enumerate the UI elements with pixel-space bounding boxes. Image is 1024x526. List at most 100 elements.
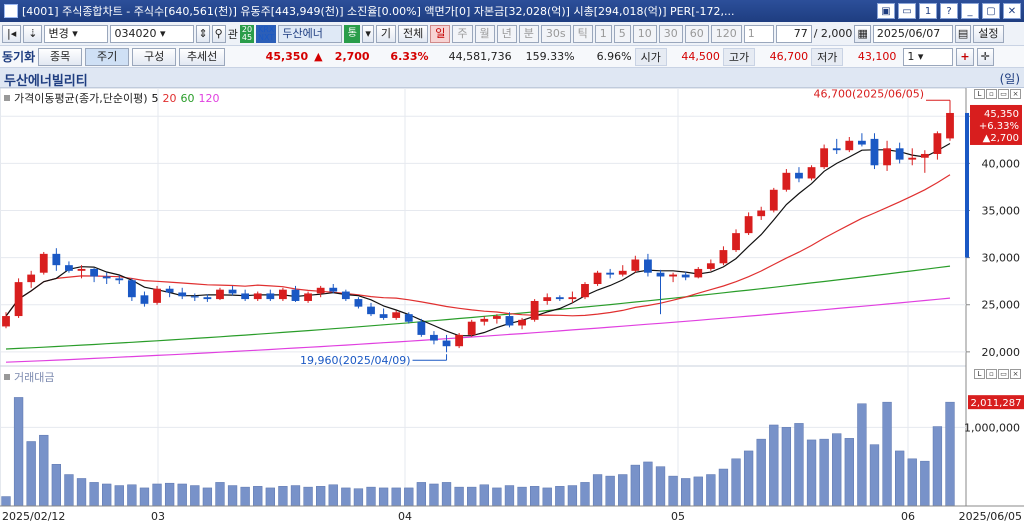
krx-label: KRX [258,24,275,34]
interval-5[interactable]: 5 [613,24,631,43]
candle-body [77,268,86,271]
period-tick[interactable]: 틱 [572,24,593,43]
calendar-icon[interactable]: ▦ [854,24,871,43]
chart-unit: (일) [999,72,1020,86]
tong-button[interactable]: 통 [344,24,361,43]
candle-body [417,321,426,335]
candle-body [845,140,854,151]
tab-trendline[interactable]: 추세선 [179,47,226,66]
panel-lock-icon[interactable]: L [974,369,985,379]
panel-close-icon[interactable]: × [1010,369,1021,379]
candle-body [480,318,489,322]
volume-bar [13,397,24,507]
interval-10[interactable]: 10 [632,24,657,43]
period-day[interactable]: 일 [430,24,451,43]
volume-bar [328,484,338,507]
first-icon[interactable]: |◂ [2,24,22,43]
gi-button[interactable]: 기 [375,24,396,43]
y-tick-label: 20,000 [982,346,1021,359]
price-range-bar [965,112,969,258]
volume-bar [668,475,678,507]
exchange-badge[interactable]: KRX NXT [256,24,277,43]
all-button[interactable]: 전체 [398,24,429,43]
candle-body [644,259,652,273]
candle-body [681,274,690,278]
ma-20-line [5,174,951,317]
volume-bar [467,486,477,507]
related-label[interactable]: 관 [227,27,238,41]
market-badge[interactable]: 20 45 [239,24,255,43]
download-icon[interactable]: ⇣ [23,24,43,43]
count-input[interactable]: 77 [775,24,812,43]
candle-body [555,297,564,300]
legend-square-icon [4,374,10,380]
panel-restore-icon[interactable]: ▭ [998,369,1009,379]
date-input[interactable]: 2025/06/07 [872,24,953,43]
volume-bar [202,487,213,507]
candle-body [253,293,262,300]
help-button[interactable]: ? [940,3,958,19]
y-tick-label: 40,000 [982,157,1021,170]
title-bar: [4001] 주식종합차트 - 주식수[640,561(천)] 유동주[443,… [0,0,1024,22]
panel-lock-icon[interactable]: L [974,89,985,99]
search-icon[interactable]: ⚲ [211,24,226,43]
layout-button[interactable]: ▭ [898,3,916,19]
screen-number-button[interactable]: 1 [919,3,937,19]
candle-body [140,295,149,304]
badge-bottom: 45 [241,32,253,42]
panel-close-icon[interactable]: × [1010,89,1021,99]
spin-input[interactable]: 1 [743,24,774,43]
x-end-label: 2025/06/05 [959,510,1022,523]
volume-bar [26,441,36,507]
window-count-select[interactable]: 1 ▾ [903,47,954,66]
price-panel-frame [0,87,967,367]
maximize-button[interactable]: ▢ [982,3,1000,19]
period-year[interactable]: 년 [496,24,517,43]
candle-body [178,292,187,297]
sync-label[interactable]: 동기화 [2,50,36,64]
panel-max-icon[interactable]: ▫ [986,89,997,99]
toolbar: |◂ ⇣ 변경 ▾ 034020 ▾ ⇕ ⚲ 관 20 45 KRX NXT 두… [0,22,1024,46]
tab-compose[interactable]: 구성 [132,47,177,66]
candle-body [203,297,212,300]
interval-30[interactable]: 30 [658,24,683,43]
candle-body [543,297,552,301]
interval-60[interactable]: 60 [684,24,709,43]
period-week[interactable]: 주 [452,24,473,43]
minimize-button[interactable]: _ [961,3,979,19]
period-30s[interactable]: 30s [540,24,571,43]
dropdown-icon[interactable]: ▾ [362,24,374,43]
period-month[interactable]: 월 [474,24,495,43]
chart-grid [0,87,967,507]
crosshair-icon[interactable]: ✛ [976,47,994,66]
candle-body [933,133,942,154]
stock-code-input[interactable]: 034020 ▾ [110,24,195,43]
ma-title[interactable]: 가격이동평균(종가,단순이평) [14,92,148,105]
save-icon[interactable]: ▤ [954,24,972,43]
spin-updown-icon[interactable]: ⇕ [196,24,210,43]
volume-bar [605,475,615,507]
panel-restore-icon[interactable]: ▭ [998,89,1009,99]
period-minute[interactable]: 분 [518,24,539,43]
change-select[interactable]: 변경 ▾ [44,24,109,43]
volume-panel-controls: L ▫ ▭ × [974,369,1021,379]
volume-flag [968,395,1024,410]
tab-period[interactable]: 주기 [85,47,130,66]
interval-120[interactable]: 120 [710,24,742,43]
close-button[interactable]: ✕ [1003,3,1021,19]
volume-bar [303,486,313,507]
interval-1[interactable]: 1 [594,24,612,43]
tab-stock[interactable]: 종목 [38,47,83,66]
settings-button[interactable]: 설정 [973,24,1004,43]
add-icon[interactable]: + [956,47,974,66]
volume-bar [857,403,867,507]
volume-title[interactable]: 거래대금 [14,371,55,384]
badge-top: 20 [241,24,253,34]
volume-value: 44,581,736 [448,50,512,63]
stock-name-field[interactable]: 두산에너 [278,24,343,43]
ma-120-line [5,297,951,363]
volume-bar [743,450,754,507]
panel-max-icon[interactable]: ▫ [986,369,997,379]
link-window-button[interactable]: ▣ [877,3,895,19]
